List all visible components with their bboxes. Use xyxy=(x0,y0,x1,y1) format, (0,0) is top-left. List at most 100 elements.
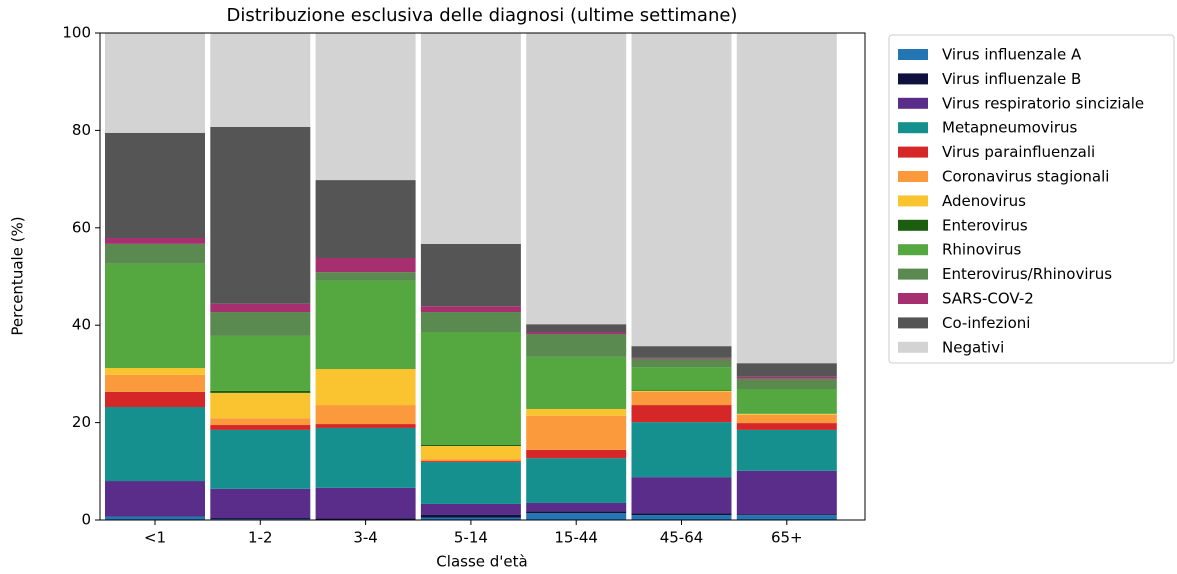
bar-segment xyxy=(420,462,521,504)
bar-segment xyxy=(736,423,837,430)
bar-segment xyxy=(420,459,521,462)
legend-label: Virus parainfluenzali xyxy=(942,143,1095,161)
bar-segment xyxy=(210,425,311,430)
bar-segment xyxy=(420,243,521,307)
bar-segment xyxy=(631,33,732,347)
bar-segment xyxy=(631,405,732,423)
bar-segment xyxy=(526,356,627,409)
bar-segment xyxy=(210,303,311,313)
x-axis-label: Classe d'età xyxy=(436,553,527,571)
bar-segment xyxy=(105,407,205,482)
legend-label: Virus influenzale B xyxy=(942,70,1081,88)
legend-swatch xyxy=(898,171,928,182)
bar-segment xyxy=(736,413,837,415)
bar-segment xyxy=(526,33,627,325)
bar-segment xyxy=(420,445,521,460)
y-tick-label: 20 xyxy=(72,413,91,431)
legend-swatch xyxy=(898,244,928,256)
y-tick-label: 100 xyxy=(62,24,91,42)
chart-title: Distribuzione esclusiva delle diagnosi (… xyxy=(227,5,738,26)
bar-segment xyxy=(315,518,416,520)
bar-segment xyxy=(631,390,732,392)
y-tick-label: 0 xyxy=(81,511,91,529)
legend-swatch xyxy=(898,49,928,60)
legend-swatch xyxy=(898,219,928,231)
bar-segment xyxy=(631,357,732,359)
plot-area xyxy=(105,33,837,520)
bar-segment xyxy=(420,503,521,515)
legend: Virus influenzale A Virus influenzale B Vi… xyxy=(898,46,1144,356)
legend-box xyxy=(888,34,1175,364)
bar-segment xyxy=(420,33,521,244)
bar-segment xyxy=(315,257,416,273)
bar-segment xyxy=(105,243,205,264)
bar-segment xyxy=(631,367,732,391)
bar-segment xyxy=(526,511,627,514)
bar-segment xyxy=(736,515,837,520)
legend-label: Virus influenzale A xyxy=(942,46,1082,64)
bar-segment xyxy=(315,280,416,370)
bar-segment xyxy=(420,445,521,446)
bar-segment xyxy=(315,369,416,406)
bar-segment xyxy=(315,180,416,258)
bar-segment xyxy=(736,429,837,471)
bar-segment xyxy=(105,263,205,369)
legend-label: Rhinovirus xyxy=(942,241,1021,259)
bar-segment xyxy=(526,458,627,503)
bar-segment xyxy=(526,408,627,416)
bar-segment xyxy=(736,363,837,377)
bar-segment xyxy=(315,405,416,425)
bar-segment xyxy=(105,132,205,239)
bar-segment xyxy=(526,513,627,520)
y-axis-label: Percentuale (%) xyxy=(9,216,27,335)
bar-segment xyxy=(526,449,627,459)
bar-segment xyxy=(526,333,627,357)
bar-segment xyxy=(210,429,311,489)
bar-segment xyxy=(420,332,521,446)
bar-segment xyxy=(210,392,311,419)
bar-segment xyxy=(210,335,311,391)
bar-segment xyxy=(210,126,311,304)
x-tick-label: 65+ xyxy=(771,529,803,547)
x-tick-label: 5-14 xyxy=(454,529,488,547)
bar-segment xyxy=(210,488,311,519)
bar-segment xyxy=(631,515,732,520)
bar-segment xyxy=(315,424,416,428)
bar-segment xyxy=(105,368,205,375)
legend-swatch xyxy=(898,122,928,134)
bar-segment xyxy=(420,312,521,333)
bar-segment xyxy=(210,418,311,426)
bar-segment xyxy=(631,358,732,368)
bar-segment xyxy=(736,376,837,379)
bar-segment xyxy=(105,33,205,133)
bar-segment xyxy=(210,312,311,336)
y-tick-label: 60 xyxy=(72,218,91,236)
y-tick-label: 80 xyxy=(72,121,91,139)
legend-label: SARS-COV-2 xyxy=(942,290,1034,308)
bar-segment xyxy=(420,306,521,313)
bar-segment xyxy=(736,514,837,516)
bar-segment xyxy=(526,332,627,334)
bar-segment xyxy=(315,272,416,281)
legend-label: Enterovirus/Rhinovirus xyxy=(942,265,1112,283)
bar-segment xyxy=(105,238,205,244)
axes-frame xyxy=(99,32,866,521)
legend-swatch xyxy=(898,73,928,85)
legend-label: Virus respiratorio sinciziale xyxy=(942,94,1144,112)
legend-label: Negativi xyxy=(942,338,1004,356)
bar-segment xyxy=(210,33,311,127)
bar-segment xyxy=(105,391,205,408)
x-tick-label: 15-44 xyxy=(554,529,598,547)
legend-swatch xyxy=(898,293,928,304)
bar-segment xyxy=(526,415,627,450)
bar-segment xyxy=(631,477,732,514)
bar-segment xyxy=(105,374,205,392)
bar-segment xyxy=(105,481,205,517)
legend-swatch xyxy=(898,341,928,353)
legend-label: Enterovirus xyxy=(942,216,1028,234)
x-tick-label: 45-64 xyxy=(660,529,704,547)
legend-label: Adenovirus xyxy=(942,192,1026,210)
bar-segment xyxy=(315,427,416,488)
legend-swatch xyxy=(898,268,928,280)
